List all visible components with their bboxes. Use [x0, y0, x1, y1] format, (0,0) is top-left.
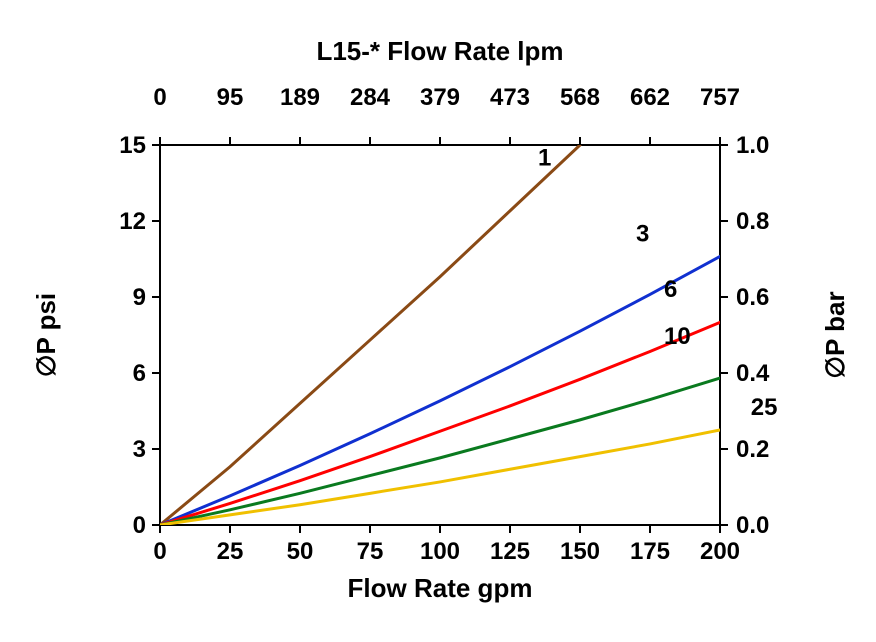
chart-svg: L15-* Flow Rate lpm095189284379473568662…: [0, 0, 876, 642]
y-right-tick-label: 0.0: [736, 512, 769, 539]
y-left-tick-label: 15: [119, 132, 146, 159]
y-left-tick-label: 9: [133, 284, 146, 311]
series-label-10: 10: [664, 323, 691, 350]
pressure-drop-chart: L15-* Flow Rate lpm095189284379473568662…: [0, 0, 876, 642]
y-left-tick-label: 6: [133, 360, 146, 387]
x-axis-bottom-label: Flow Rate gpm: [348, 573, 533, 603]
x-top-tick-label: 757: [700, 84, 740, 111]
x-top-tick-label: 379: [420, 84, 460, 111]
series-label-3: 3: [636, 220, 649, 247]
y-axis-right-label: ∅P bar: [820, 291, 850, 378]
y-left-tick-label: 12: [119, 208, 146, 235]
x-bottom-tick-label: 100: [420, 538, 460, 565]
x-top-tick-label: 662: [630, 84, 670, 111]
series-label-6: 6: [664, 276, 677, 303]
x-top-tick-label: 0: [153, 84, 166, 111]
x-bottom-tick-label: 50: [287, 538, 314, 565]
y-right-tick-label: 0.4: [736, 360, 770, 387]
series-label-25: 25: [751, 394, 778, 421]
series-label-1: 1: [538, 144, 551, 171]
chart-title: L15-* Flow Rate lpm: [316, 36, 563, 66]
x-bottom-tick-label: 150: [560, 538, 600, 565]
x-top-tick-label: 473: [490, 84, 530, 111]
y-right-tick-label: 0.2: [736, 436, 769, 463]
y-left-tick-label: 3: [133, 436, 146, 463]
x-top-tick-label: 284: [350, 84, 391, 111]
x-bottom-tick-label: 125: [490, 538, 530, 565]
x-bottom-tick-label: 200: [700, 538, 740, 565]
y-right-tick-label: 0.6: [736, 284, 769, 311]
x-bottom-tick-label: 75: [357, 538, 384, 565]
x-bottom-tick-label: 175: [630, 538, 670, 565]
y-right-tick-label: 0.8: [736, 208, 769, 235]
y-axis-left-label: ∅P psi: [31, 293, 61, 377]
x-bottom-tick-label: 25: [217, 538, 244, 565]
x-top-tick-label: 95: [217, 84, 244, 111]
x-top-tick-label: 189: [280, 84, 320, 111]
y-left-tick-label: 0: [133, 512, 146, 539]
x-bottom-tick-label: 0: [153, 538, 166, 565]
x-top-tick-label: 568: [560, 84, 600, 111]
y-right-tick-label: 1.0: [736, 132, 769, 159]
